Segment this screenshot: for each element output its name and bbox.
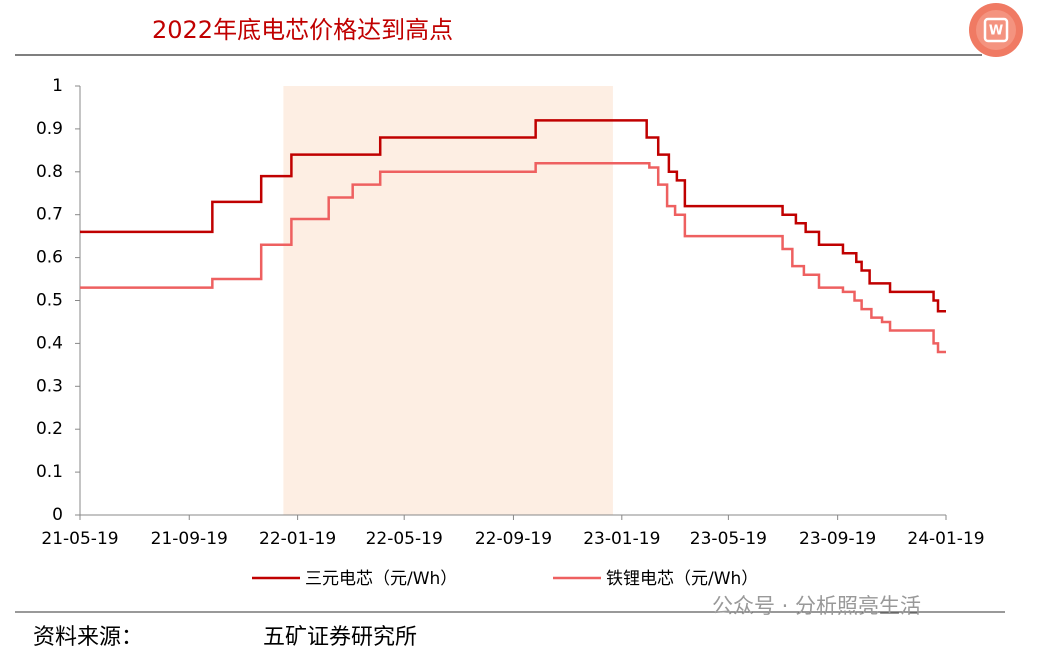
highlight-band — [283, 86, 613, 515]
logo-icon: W — [969, 3, 1023, 57]
series-line — [80, 161, 946, 354]
svg-text:W: W — [989, 24, 1003, 39]
x-tick-label: 23-09-19 — [799, 529, 876, 549]
y-tick-label: 0.4 — [36, 333, 63, 353]
x-tick-label: 23-05-19 — [690, 529, 767, 549]
plot-area: 0 0.1 0.2 0.3 0.4 0.5 0.6 0.7 0.8 0.9 1 21-05-19 21-… — [36, 76, 985, 589]
y-tick-label: 0.2 — [36, 419, 63, 439]
y-tick-label: 1 — [52, 76, 63, 96]
legend-label: 铁锂电芯（元/Wh） — [606, 569, 758, 589]
x-tick-label: 22-05-19 — [366, 529, 443, 549]
x-tick-label: 21-09-19 — [151, 529, 228, 549]
x-tick-label: 22-01-19 — [259, 529, 336, 549]
x-tick-label: 22-09-19 — [475, 529, 552, 549]
legend-label: 三元电芯（元/Wh） — [305, 569, 457, 589]
y-tick-label: 0.3 — [36, 376, 63, 396]
y-tick-label: 0.9 — [36, 119, 63, 139]
x-tick-label: 24-01-19 — [907, 529, 984, 549]
y-tick-label: 0.1 — [36, 462, 63, 482]
chart-title: 2022年底电芯价格达到高点 — [152, 16, 453, 44]
x-tick-label: 21-05-19 — [41, 529, 118, 549]
source-label: 资料来源： — [33, 625, 143, 649]
y-tick-label: 0.8 — [36, 162, 63, 182]
watermark: 公众号 · 分析照亮生活 — [712, 594, 921, 618]
source: 五矿证券研究所 — [263, 625, 417, 649]
x-tick-label: 23-01-19 — [583, 529, 660, 549]
y-tick-label: 0.7 — [36, 205, 63, 225]
series-line — [80, 119, 946, 313]
y-tick-label: 0 — [52, 505, 63, 525]
y-tick-label: 0.5 — [36, 291, 63, 311]
y-tick-label: 0.6 — [36, 248, 63, 268]
